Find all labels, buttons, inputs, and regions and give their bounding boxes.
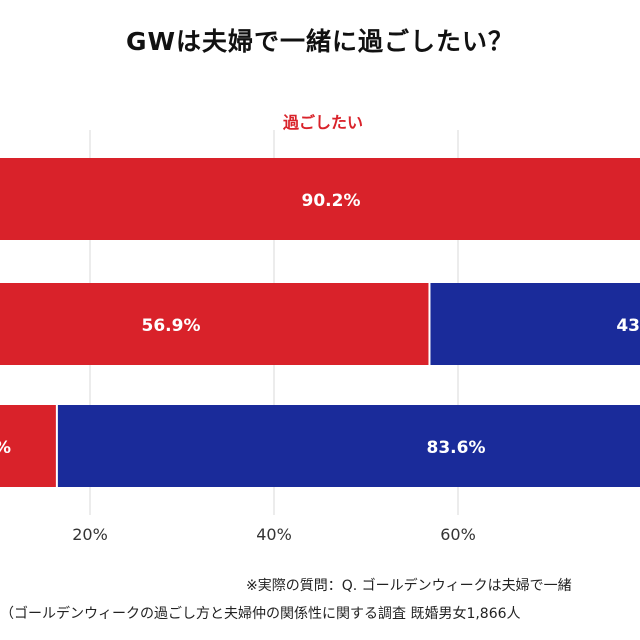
x-tick-label-1: 40% [256, 525, 292, 544]
bar-chart: 90.2% 56.9% 43% 83.6% 20% 40% 60% [0, 130, 640, 544]
data-label-row1-series1: 90.2% [302, 191, 361, 211]
footnote-question: ※実際の質問：Q. ゴールデンウィークは夫婦で一緒 [246, 578, 572, 594]
data-label-row3-series1: % [0, 438, 11, 458]
chart-title: GWは夫婦で一緒に過ごしたい？ [125, 27, 515, 56]
data-label-row3-series2: 83.6% [427, 438, 486, 458]
bar-row2-series2 [429, 283, 640, 365]
bar-row3-series1 [0, 405, 57, 487]
footnote-survey: （ゴールデンウィークの過ごし方と夫婦仲の関係性に関する調査 既婚男女1,866人 [0, 606, 521, 622]
bar-row1-series1 [0, 158, 640, 240]
data-label-row2-series1: 56.9% [142, 316, 201, 336]
x-tick-label-0: 20% [72, 525, 108, 544]
legend-label-sugoshitai: 過ごしたい [283, 113, 364, 132]
data-label-row2-series2: 43 [616, 316, 640, 336]
bar-row2-series1 [0, 283, 430, 365]
x-tick-label-2: 60% [440, 525, 476, 544]
bar-row3-series2 [56, 405, 640, 487]
